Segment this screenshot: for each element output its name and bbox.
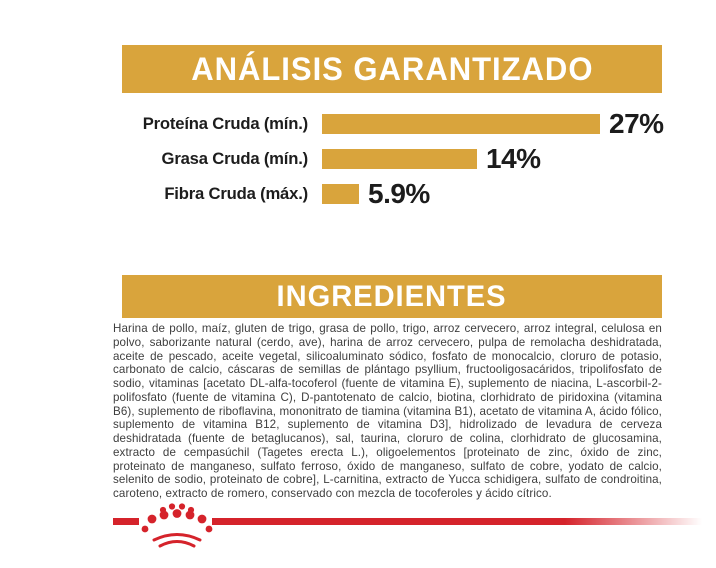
bar-value: 14% — [486, 142, 541, 174]
footer-rule-left — [113, 518, 139, 525]
bar-row-fat: Grasa Cruda (mín.) 14% — [0, 141, 716, 176]
bar-track: 27% — [322, 108, 664, 140]
bar-track: 5.9% — [322, 178, 430, 210]
bar-fat — [322, 148, 477, 169]
bar-protein — [322, 113, 600, 134]
analysis-title: ANÁLISIS GARANTIZADO — [190, 50, 594, 87]
bar-value: 27% — [609, 107, 664, 139]
bar-label: Grasa Cruda (mín.) — [161, 148, 309, 168]
ingredients-title: INGREDIENTES — [277, 279, 507, 313]
bar-track: 14% — [322, 143, 541, 175]
footer-rule-right — [212, 518, 702, 525]
ingredients-text: Harina de pollo, maíz, gluten de trigo, … — [113, 322, 662, 500]
analysis-header-band: ANÁLISIS GARANTIZADO — [122, 45, 662, 93]
bar-label: Fibra Cruda (máx.) — [164, 183, 308, 203]
guaranteed-analysis-chart: Proteína Cruda (mín.) 27% Grasa Cruda (m… — [0, 106, 716, 211]
bar-fiber — [322, 183, 359, 204]
ingredients-header-band: INGREDIENTES — [122, 275, 662, 318]
bar-value: 5.9% — [368, 177, 430, 209]
bar-row-protein: Proteína Cruda (mín.) 27% — [0, 106, 716, 141]
bar-row-fiber: Fibra Cruda (máx.) 5.9% — [0, 176, 716, 211]
bar-label: Proteína Cruda (mín.) — [142, 113, 308, 133]
royal-canin-crown-icon — [141, 503, 213, 548]
